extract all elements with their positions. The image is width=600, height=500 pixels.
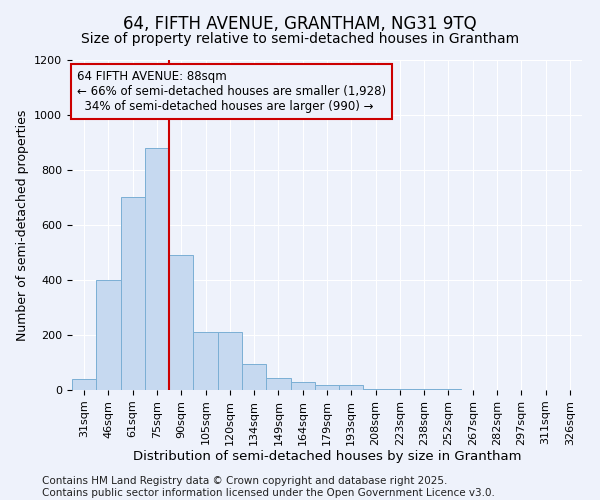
Text: Size of property relative to semi-detached houses in Grantham: Size of property relative to semi-detach… bbox=[81, 32, 519, 46]
Text: Contains HM Land Registry data © Crown copyright and database right 2025.
Contai: Contains HM Land Registry data © Crown c… bbox=[42, 476, 495, 498]
Y-axis label: Number of semi-detached properties: Number of semi-detached properties bbox=[16, 110, 29, 340]
Bar bbox=[412, 389, 436, 390]
Bar bbox=[242, 364, 266, 390]
Bar bbox=[96, 280, 121, 390]
Bar bbox=[145, 148, 169, 390]
Text: 64 FIFTH AVENUE: 88sqm
← 66% of semi-detached houses are smaller (1,928)
  34% o: 64 FIFTH AVENUE: 88sqm ← 66% of semi-det… bbox=[77, 70, 386, 113]
Bar bbox=[72, 379, 96, 390]
Bar bbox=[266, 378, 290, 390]
Bar bbox=[169, 255, 193, 390]
Bar bbox=[193, 332, 218, 390]
Bar bbox=[339, 384, 364, 390]
Bar bbox=[315, 384, 339, 390]
Bar bbox=[121, 198, 145, 390]
Text: 64, FIFTH AVENUE, GRANTHAM, NG31 9TQ: 64, FIFTH AVENUE, GRANTHAM, NG31 9TQ bbox=[123, 15, 477, 33]
Bar bbox=[364, 388, 388, 390]
Bar bbox=[218, 332, 242, 390]
Bar bbox=[388, 389, 412, 390]
Bar bbox=[290, 382, 315, 390]
X-axis label: Distribution of semi-detached houses by size in Grantham: Distribution of semi-detached houses by … bbox=[133, 450, 521, 464]
